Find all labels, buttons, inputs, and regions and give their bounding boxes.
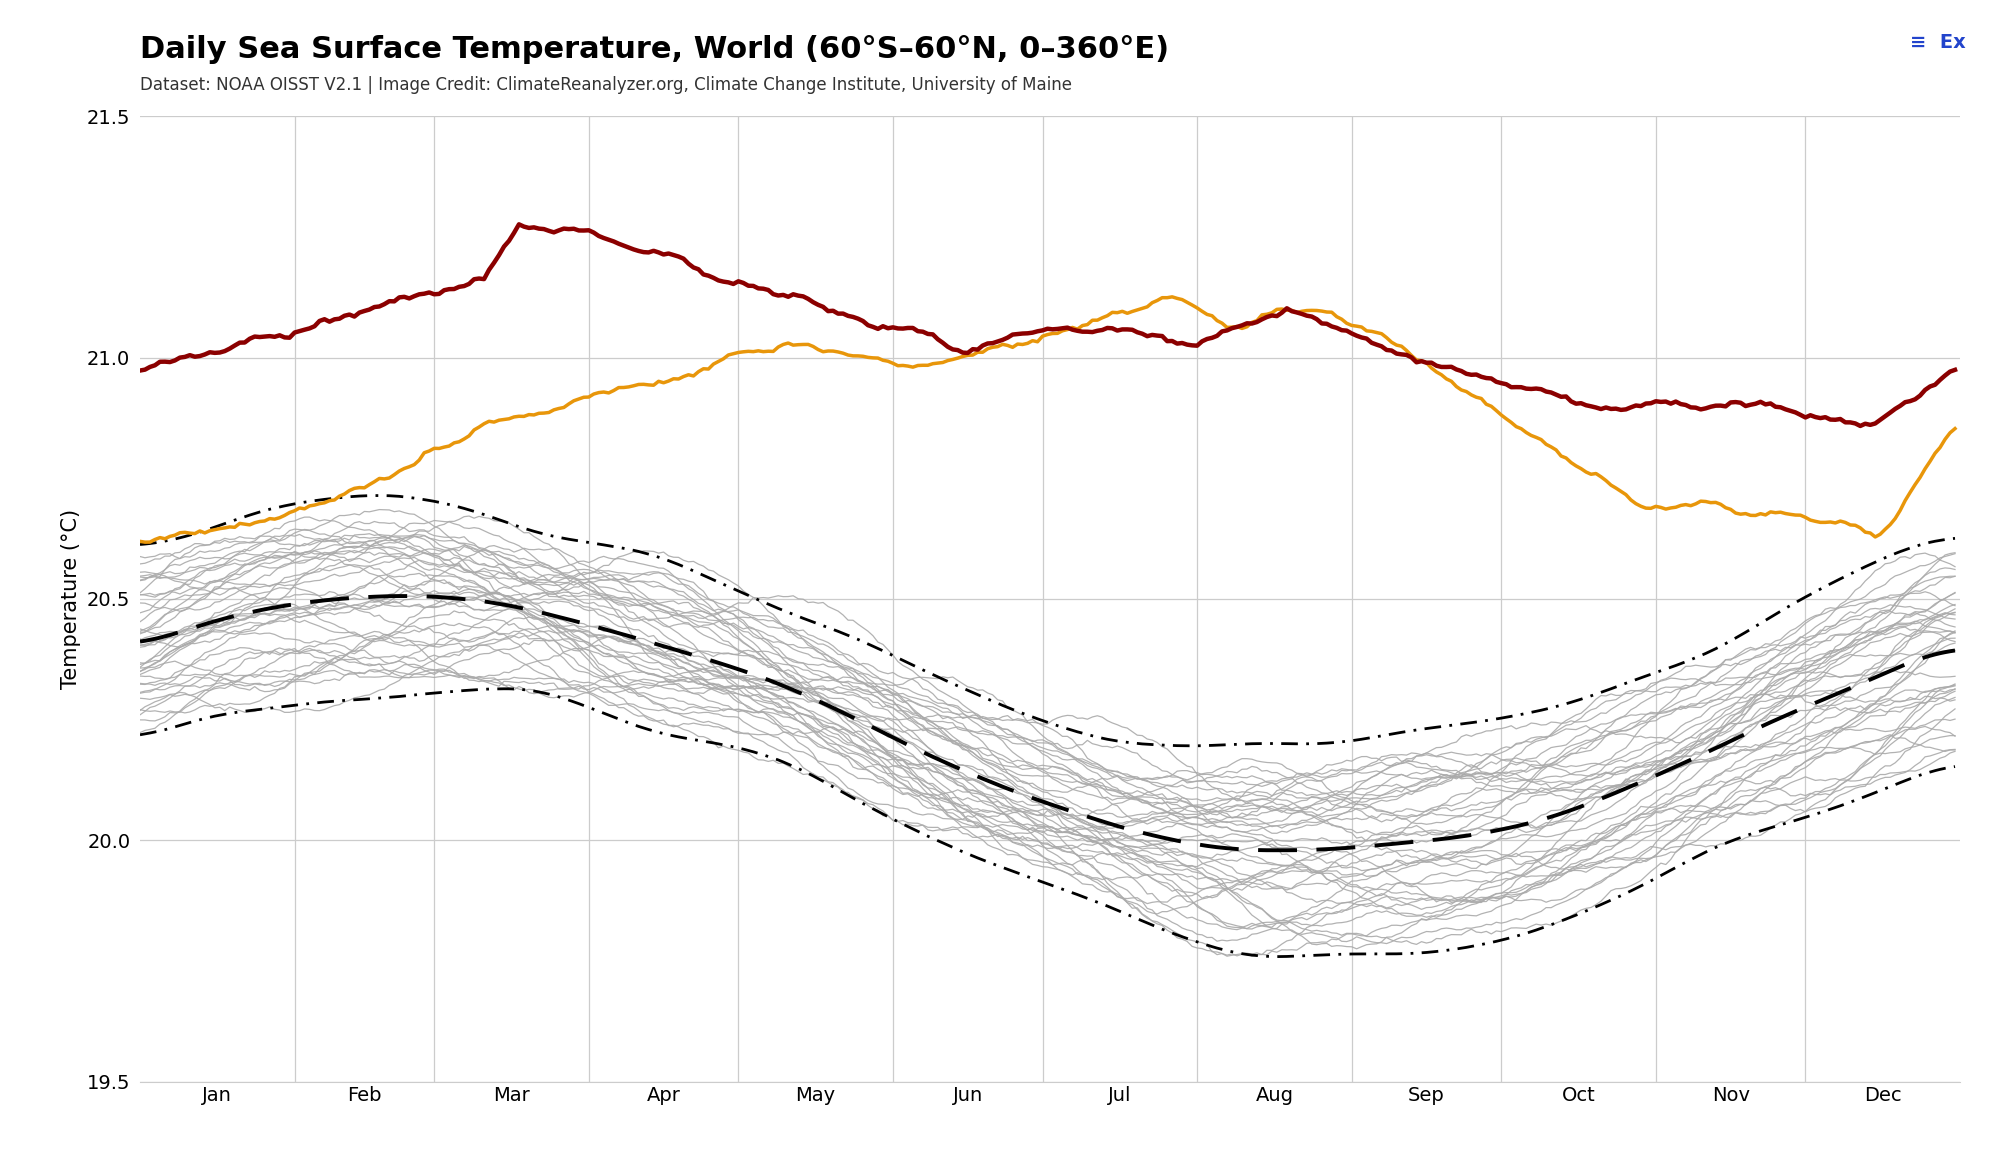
Text: ≡  Ex: ≡ Ex [1910,33,1966,51]
Text: Dataset: NOAA OISST V2.1 | Image Credit: ClimateReanalyzer.org, Climate Change I: Dataset: NOAA OISST V2.1 | Image Credit:… [140,76,1072,93]
Y-axis label: Temperature (°C): Temperature (°C) [62,509,82,688]
Text: Daily Sea Surface Temperature, World (60°S–60°N, 0–360°E): Daily Sea Surface Temperature, World (60… [140,35,1170,64]
